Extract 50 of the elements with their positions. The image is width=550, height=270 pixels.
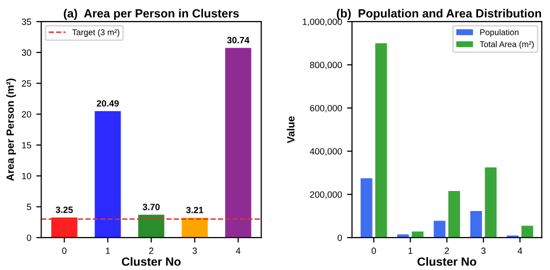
chart-title: (b) Population and Area Distribution [336,8,542,20]
x-tick-label: 3 [192,248,197,254]
x-tick-label: 4 [518,248,522,254]
y-tick-label: 0 [338,234,342,241]
data-label: 3.70 [142,204,160,210]
y-tick-label: 800,000 [310,62,342,70]
bar [375,43,387,238]
bar [360,178,372,238]
data-label: 3.21 [186,206,204,214]
bar [484,167,497,238]
bar [470,211,482,238]
y-tick-label: 15 [22,142,32,148]
x-tick-label: 4 [236,248,240,254]
bar [51,218,78,238]
bar [182,218,208,238]
data-label: 20.49 [96,100,119,107]
bar [94,111,121,238]
data-label: 30.74 [227,36,250,44]
x-tick-label: 2 [444,248,449,254]
bar [448,190,460,238]
bar [225,48,252,238]
y-axis-title: Area per Person (m²) [6,78,16,181]
bar [434,220,446,238]
legend-label: Total Area (m²) [480,41,534,49]
y-tick-label: 1,000,000 [302,18,342,26]
bar [138,214,164,238]
y-tick-label: 200,000 [310,191,342,199]
y-tick-label: 400,000 [310,148,342,156]
x-axis-title: Cluster No [122,257,181,266]
data-label: 3.25 [56,206,73,213]
y-tick-label: 25 [22,80,32,87]
bar [521,226,534,238]
y-axis-title: Value [286,116,295,144]
chart-title: (a) Area per Person in Clusters [64,8,239,20]
y-tick-label: 600,000 [310,104,342,112]
legend-label: Target (3 m²) [72,29,120,37]
x-tick-label: 3 [481,248,486,254]
legend-label: Population [480,29,518,37]
x-tick-label: 1 [408,248,412,254]
y-tick-label: 20 [22,111,32,118]
y-tick-label: 35 [22,18,32,25]
y-tick-label: 5 [26,204,32,210]
y-tick-label: 10 [22,172,32,180]
x-axis-title: Cluster No [418,257,476,266]
y-tick-label: 30 [22,49,32,56]
x-tick-label: 2 [149,248,154,254]
x-tick-label: 1 [106,248,110,254]
y-tick-label: 0 [26,234,32,241]
x-tick-label: 0 [62,248,66,254]
x-tick-label: 0 [372,248,376,254]
